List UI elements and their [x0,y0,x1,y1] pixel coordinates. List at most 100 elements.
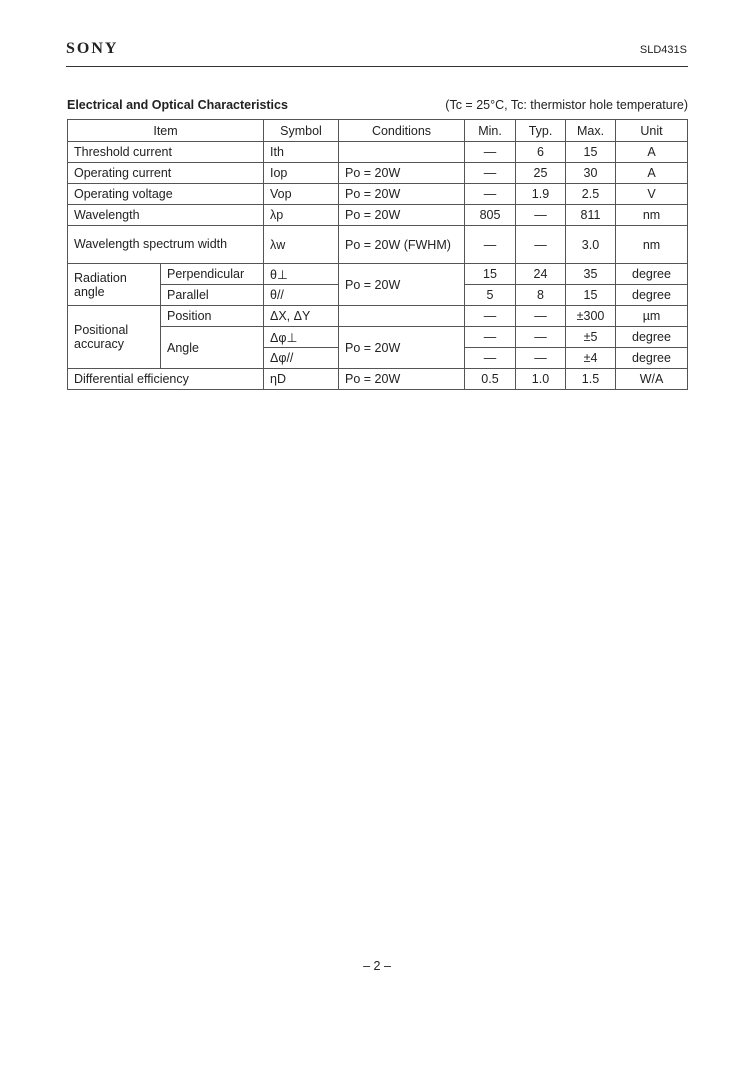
unit-cell: degree [615,326,688,348]
conditions-cell: Po = 20W (FWHM) [338,225,465,264]
max-cell: ±4 [565,347,616,369]
max-cell: 15 [565,284,616,306]
column-header: Max. [565,119,616,142]
item-cell: Wavelength [67,204,264,226]
min-cell: — [464,162,516,184]
table-row: Differential efficiency ηD Po = 20W 0.5 … [67,368,688,390]
item-cell: Radiation angle [67,263,161,306]
typ-cell: — [515,305,566,327]
max-cell: 15 [565,141,616,163]
max-cell: 30 [565,162,616,184]
max-cell: ±300 [565,305,616,327]
min-cell: — [464,183,516,205]
min-cell: 15 [464,263,516,285]
section-title: Electrical and Optical Characteristics [67,98,288,112]
typ-cell: 1.0 [515,368,566,390]
conditions-cell: Po = 20W [338,162,465,184]
unit-cell: A [615,141,688,163]
conditions-cell: Po = 20W [338,204,465,226]
max-cell: 811 [565,204,616,226]
typ-cell: 6 [515,141,566,163]
conditions-cell [338,141,465,163]
symbol-cell: λp [263,204,339,226]
conditions-cell: Po = 20W [338,263,465,306]
item-cell: Differential efficiency [67,368,264,390]
min-cell: 5 [464,284,516,306]
min-cell: — [464,347,516,369]
conditions-cell: Po = 20W [338,368,465,390]
min-cell: — [464,225,516,264]
symbol-cell: θ⊥ [263,263,339,285]
min-cell: — [464,141,516,163]
symbol-cell: ηD [263,368,339,390]
typ-cell: 1.9 [515,183,566,205]
sub-item-cell: Perpendicular [160,263,264,285]
item-cell: Positional accuracy [67,305,161,369]
item-cell: Operating voltage [67,183,264,205]
max-cell: 2.5 [565,183,616,205]
item-cell: Operating current [67,162,264,184]
table-row: Operating voltage Vop Po = 20W —1.9 2.5 V [67,183,688,205]
section-conditions: (Tc = 25°C, Tc: thermistor hole temperat… [445,98,688,112]
min-cell: 0.5 [464,368,516,390]
conditions-cell: Po = 20W [338,183,465,205]
unit-cell: degree [615,263,688,285]
typ-cell: — [515,326,566,348]
column-header: Unit [615,119,688,142]
table-header: Item Symbol Conditions Min. Typ. Max. Un… [67,119,688,142]
conditions-cell [338,305,465,327]
column-header: Symbol [263,119,339,142]
typ-cell: — [515,204,566,226]
sub-item-cell: Parallel [160,284,264,306]
symbol-cell: Iop [263,162,339,184]
min-cell: — [464,305,516,327]
symbol-cell: Ith [263,141,339,163]
conditions-cell: Po = 20W [338,326,465,369]
unit-cell: nm [615,204,688,226]
max-cell: 35 [565,263,616,285]
unit-cell: degree [615,347,688,369]
typ-cell: — [515,347,566,369]
item-cell: Wavelength spectrum width [67,225,264,264]
max-cell: 3.0 [565,225,616,264]
typ-cell: — [515,225,566,264]
unit-cell: degree [615,284,688,306]
typ-cell: 25 [515,162,566,184]
sub-item-cell: Position [160,305,264,327]
unit-cell: V [615,183,688,205]
symbol-cell: Δφ// [263,347,339,369]
min-cell: 805 [464,204,516,226]
unit-cell: W/A [615,368,688,390]
min-cell: — [464,326,516,348]
unit-cell: nm [615,225,688,264]
column-header: Item [67,119,264,142]
table-row: Positional accuracy Position ΔX, ΔY — — … [67,305,688,369]
symbol-cell: Vop [263,183,339,205]
symbol-cell: Δφ⊥ [263,326,339,348]
header-rule [66,66,688,67]
column-header: Min. [464,119,516,142]
symbol-cell: λw [263,225,339,264]
table-row: Angle Δφ⊥ Po = 20W — — ±5 degree [68,326,688,369]
symbol-cell: ΔX, ΔY [263,305,339,327]
symbol-cell: θ// [263,284,339,306]
table-row: Threshold current Ith —6 15 A [67,141,688,163]
unit-cell: A [615,162,688,184]
table-row: Operating current Iop Po = 20W —25 30 A [67,162,688,184]
column-header: Typ. [515,119,566,142]
table-row: Radiation angle Perpendicular θ⊥ Po = 20… [67,263,688,306]
max-cell: ±5 [565,326,616,348]
typ-cell: 8 [515,284,566,306]
part-number: SLD431S [639,44,687,56]
page-number: – 2 – [363,959,391,973]
sub-item-cell: Angle [160,326,264,369]
characteristics-table: Item Symbol Conditions Min. Typ. Max. Un… [67,119,688,390]
unit-cell: µm [615,305,688,327]
table-row: Wavelength λp Po = 20W 805—811 nm [67,204,688,226]
typ-cell: 24 [515,263,566,285]
item-cell: Threshold current [67,141,264,163]
max-cell: 1.5 [565,368,616,390]
table-row: Wavelength spectrum width λw Po = 20W (FWH… [67,225,688,264]
sony-logo: SONY [66,40,119,57]
